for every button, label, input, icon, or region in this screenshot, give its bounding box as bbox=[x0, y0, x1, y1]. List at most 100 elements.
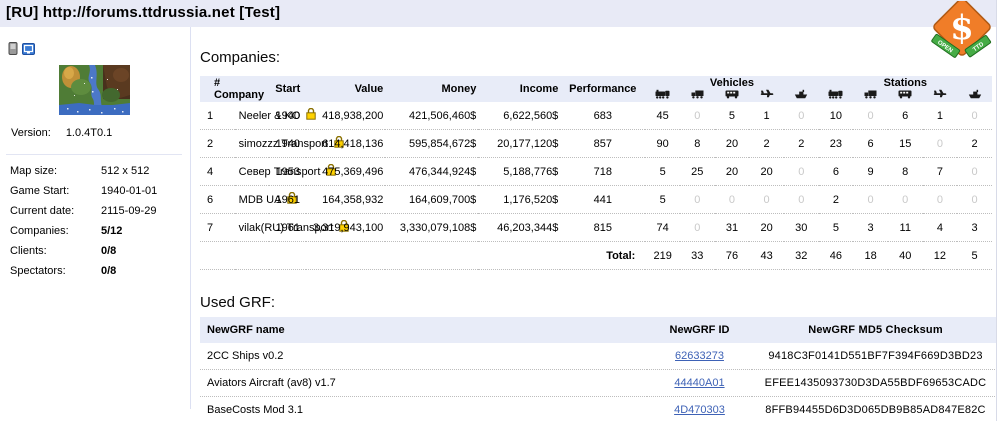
station-count: 0 bbox=[922, 129, 958, 158]
grf-id-link[interactable]: 62633273 bbox=[675, 350, 724, 362]
station-count: 23 bbox=[818, 129, 854, 158]
company-number: 1 bbox=[200, 102, 235, 130]
total-row: Total: 219 33 76 43 32 46 18 40 12 5 bbox=[200, 241, 992, 270]
stat-label: Clients: bbox=[10, 245, 47, 257]
vehicle-count: 5 bbox=[645, 157, 680, 186]
station-count: 0 bbox=[887, 185, 923, 214]
version-label: Version: bbox=[11, 127, 51, 139]
lock-icon bbox=[306, 107, 317, 123]
grf-id-link[interactable]: 4D470303 bbox=[674, 404, 725, 416]
grf-md5-checksum: EFEE1435093730D3DA55BDF69653CADC bbox=[752, 369, 996, 397]
stat-row: Map size: 512 x 512 bbox=[0, 161, 190, 181]
vehicle-count: 0 bbox=[783, 102, 819, 130]
col-group-stations: Stations bbox=[818, 76, 992, 89]
stat-label: Map size: bbox=[10, 165, 58, 177]
col-header-income: Income bbox=[478, 76, 561, 102]
performance-value: 683 bbox=[560, 102, 646, 130]
companies-heading: Companies: bbox=[200, 49, 281, 66]
grf-id-link[interactable]: 44440A01 bbox=[674, 377, 725, 389]
total-station-count: 12 bbox=[922, 241, 958, 270]
vehicle-count: 20 bbox=[749, 157, 784, 186]
company-money: 476,344,924$ bbox=[385, 157, 479, 186]
station-count: 8 bbox=[887, 157, 923, 186]
col-header-grf-name: NewGRF name bbox=[200, 317, 647, 343]
col-header-grf-id: NewGRF ID bbox=[647, 317, 752, 343]
vehicle-count: 0 bbox=[679, 213, 715, 242]
company-row: 6 MDB UA 1961 164,358,932 164,609,700$ 1… bbox=[200, 185, 992, 214]
station-count: 0 bbox=[853, 185, 888, 214]
monitor-icon bbox=[22, 42, 35, 60]
server-stats: Map size: 512 x 512 Game Start: 1940-01-… bbox=[0, 161, 190, 281]
vehicles-ship-icon bbox=[794, 89, 808, 102]
stat-row: Game Start: 1940-01-01 bbox=[0, 181, 190, 201]
stations-bus-icon bbox=[898, 89, 912, 102]
stations-aircraft-icon bbox=[933, 89, 947, 102]
company-income: 1,176,520$ bbox=[478, 185, 561, 214]
company-value: 614,418,136 bbox=[306, 129, 386, 158]
station-count: 0 bbox=[853, 102, 888, 130]
vehicle-count: 2 bbox=[783, 129, 819, 158]
company-value: 164,358,932 bbox=[306, 185, 386, 214]
station-count: 11 bbox=[887, 213, 923, 242]
start-year: 1961 bbox=[269, 213, 307, 242]
total-label: Total: bbox=[200, 241, 646, 270]
station-count: 3 bbox=[853, 213, 888, 242]
station-count: 3 bbox=[957, 213, 992, 242]
vehicles-aircraft-icon bbox=[760, 89, 774, 102]
total-vehicle-count: 33 bbox=[679, 241, 715, 270]
vehicles-bus-icon bbox=[725, 89, 739, 102]
grf-name: 2CC Ships v0.2 bbox=[200, 343, 647, 370]
openttd-logo-icon: $ OPEN TTD bbox=[930, 0, 994, 63]
company-row: 1 Neeler & KO 1940 418,938,200 421,506,4… bbox=[200, 102, 992, 130]
total-station-count: 40 bbox=[887, 241, 923, 270]
vehicles-train-icon bbox=[655, 89, 670, 102]
company-money: 3,330,079,108$ bbox=[385, 213, 479, 242]
company-number: 4 bbox=[200, 157, 235, 186]
company-income: 46,203,344$ bbox=[478, 213, 561, 242]
col-header-performance: Performance bbox=[560, 76, 646, 102]
company-row: 2 simozzz Transport 1940 614,418,136 595… bbox=[200, 129, 992, 158]
vehicle-count: 0 bbox=[783, 157, 819, 186]
station-count: 7 bbox=[922, 157, 958, 186]
vehicle-count: 0 bbox=[749, 185, 784, 214]
total-vehicle-count: 219 bbox=[645, 241, 680, 270]
vehicle-count: 31 bbox=[714, 213, 750, 242]
svg-text:$: $ bbox=[950, 8, 974, 48]
company-value: 418,938,200 bbox=[306, 102, 386, 130]
stat-label: Companies: bbox=[10, 225, 69, 237]
vehicle-count: 20 bbox=[714, 129, 750, 158]
grf-row: 2CC Ships v0.2 62633273 9418C3F0141D551B… bbox=[200, 343, 996, 370]
total-station-count: 46 bbox=[818, 241, 854, 270]
used-grf-heading: Used GRF: bbox=[200, 294, 276, 311]
company-income: 20,177,120$ bbox=[478, 129, 561, 158]
col-header-money: Money bbox=[385, 76, 479, 102]
vehicle-count: 25 bbox=[679, 157, 715, 186]
main-content: Companies: # Company Start Value Money I… bbox=[200, 27, 996, 421]
vehicle-count: 5 bbox=[645, 185, 680, 214]
stat-value: 0/8 bbox=[101, 265, 117, 277]
station-count: 0 bbox=[957, 157, 992, 186]
vehicle-count: 8 bbox=[679, 129, 715, 158]
stat-row: Spectators: 0/8 bbox=[0, 261, 190, 281]
station-count: 10 bbox=[818, 102, 854, 130]
station-count: 6 bbox=[887, 102, 923, 130]
total-vehicle-count: 76 bbox=[714, 241, 750, 270]
col-group-vehicles: Vehicles bbox=[645, 76, 819, 89]
company-value: 475,369,496 bbox=[306, 157, 386, 186]
logo-ttd-text: TTD bbox=[972, 41, 986, 53]
col-header-value: Value bbox=[306, 76, 386, 102]
stat-row: Current date: 2115-09-29 bbox=[0, 201, 190, 221]
start-year: 1940 bbox=[269, 129, 307, 158]
station-count: 0 bbox=[957, 102, 992, 130]
grf-table: NewGRF name NewGRF ID NewGRF MD5 Checksu… bbox=[200, 317, 996, 421]
stations-ship-icon bbox=[968, 89, 982, 102]
vehicle-count: 5 bbox=[714, 102, 750, 130]
company-row: 4 Север Transport 1953 475,369,496 476,3… bbox=[200, 157, 992, 186]
vehicle-count: 0 bbox=[783, 185, 819, 214]
station-count: 9 bbox=[853, 157, 888, 186]
col-header-grf-md5: NewGRF MD5 Checksum bbox=[752, 317, 996, 343]
col-header-start: Start bbox=[269, 76, 307, 102]
stations-truck-icon bbox=[864, 89, 877, 102]
company-name: MDB UA bbox=[238, 194, 282, 206]
